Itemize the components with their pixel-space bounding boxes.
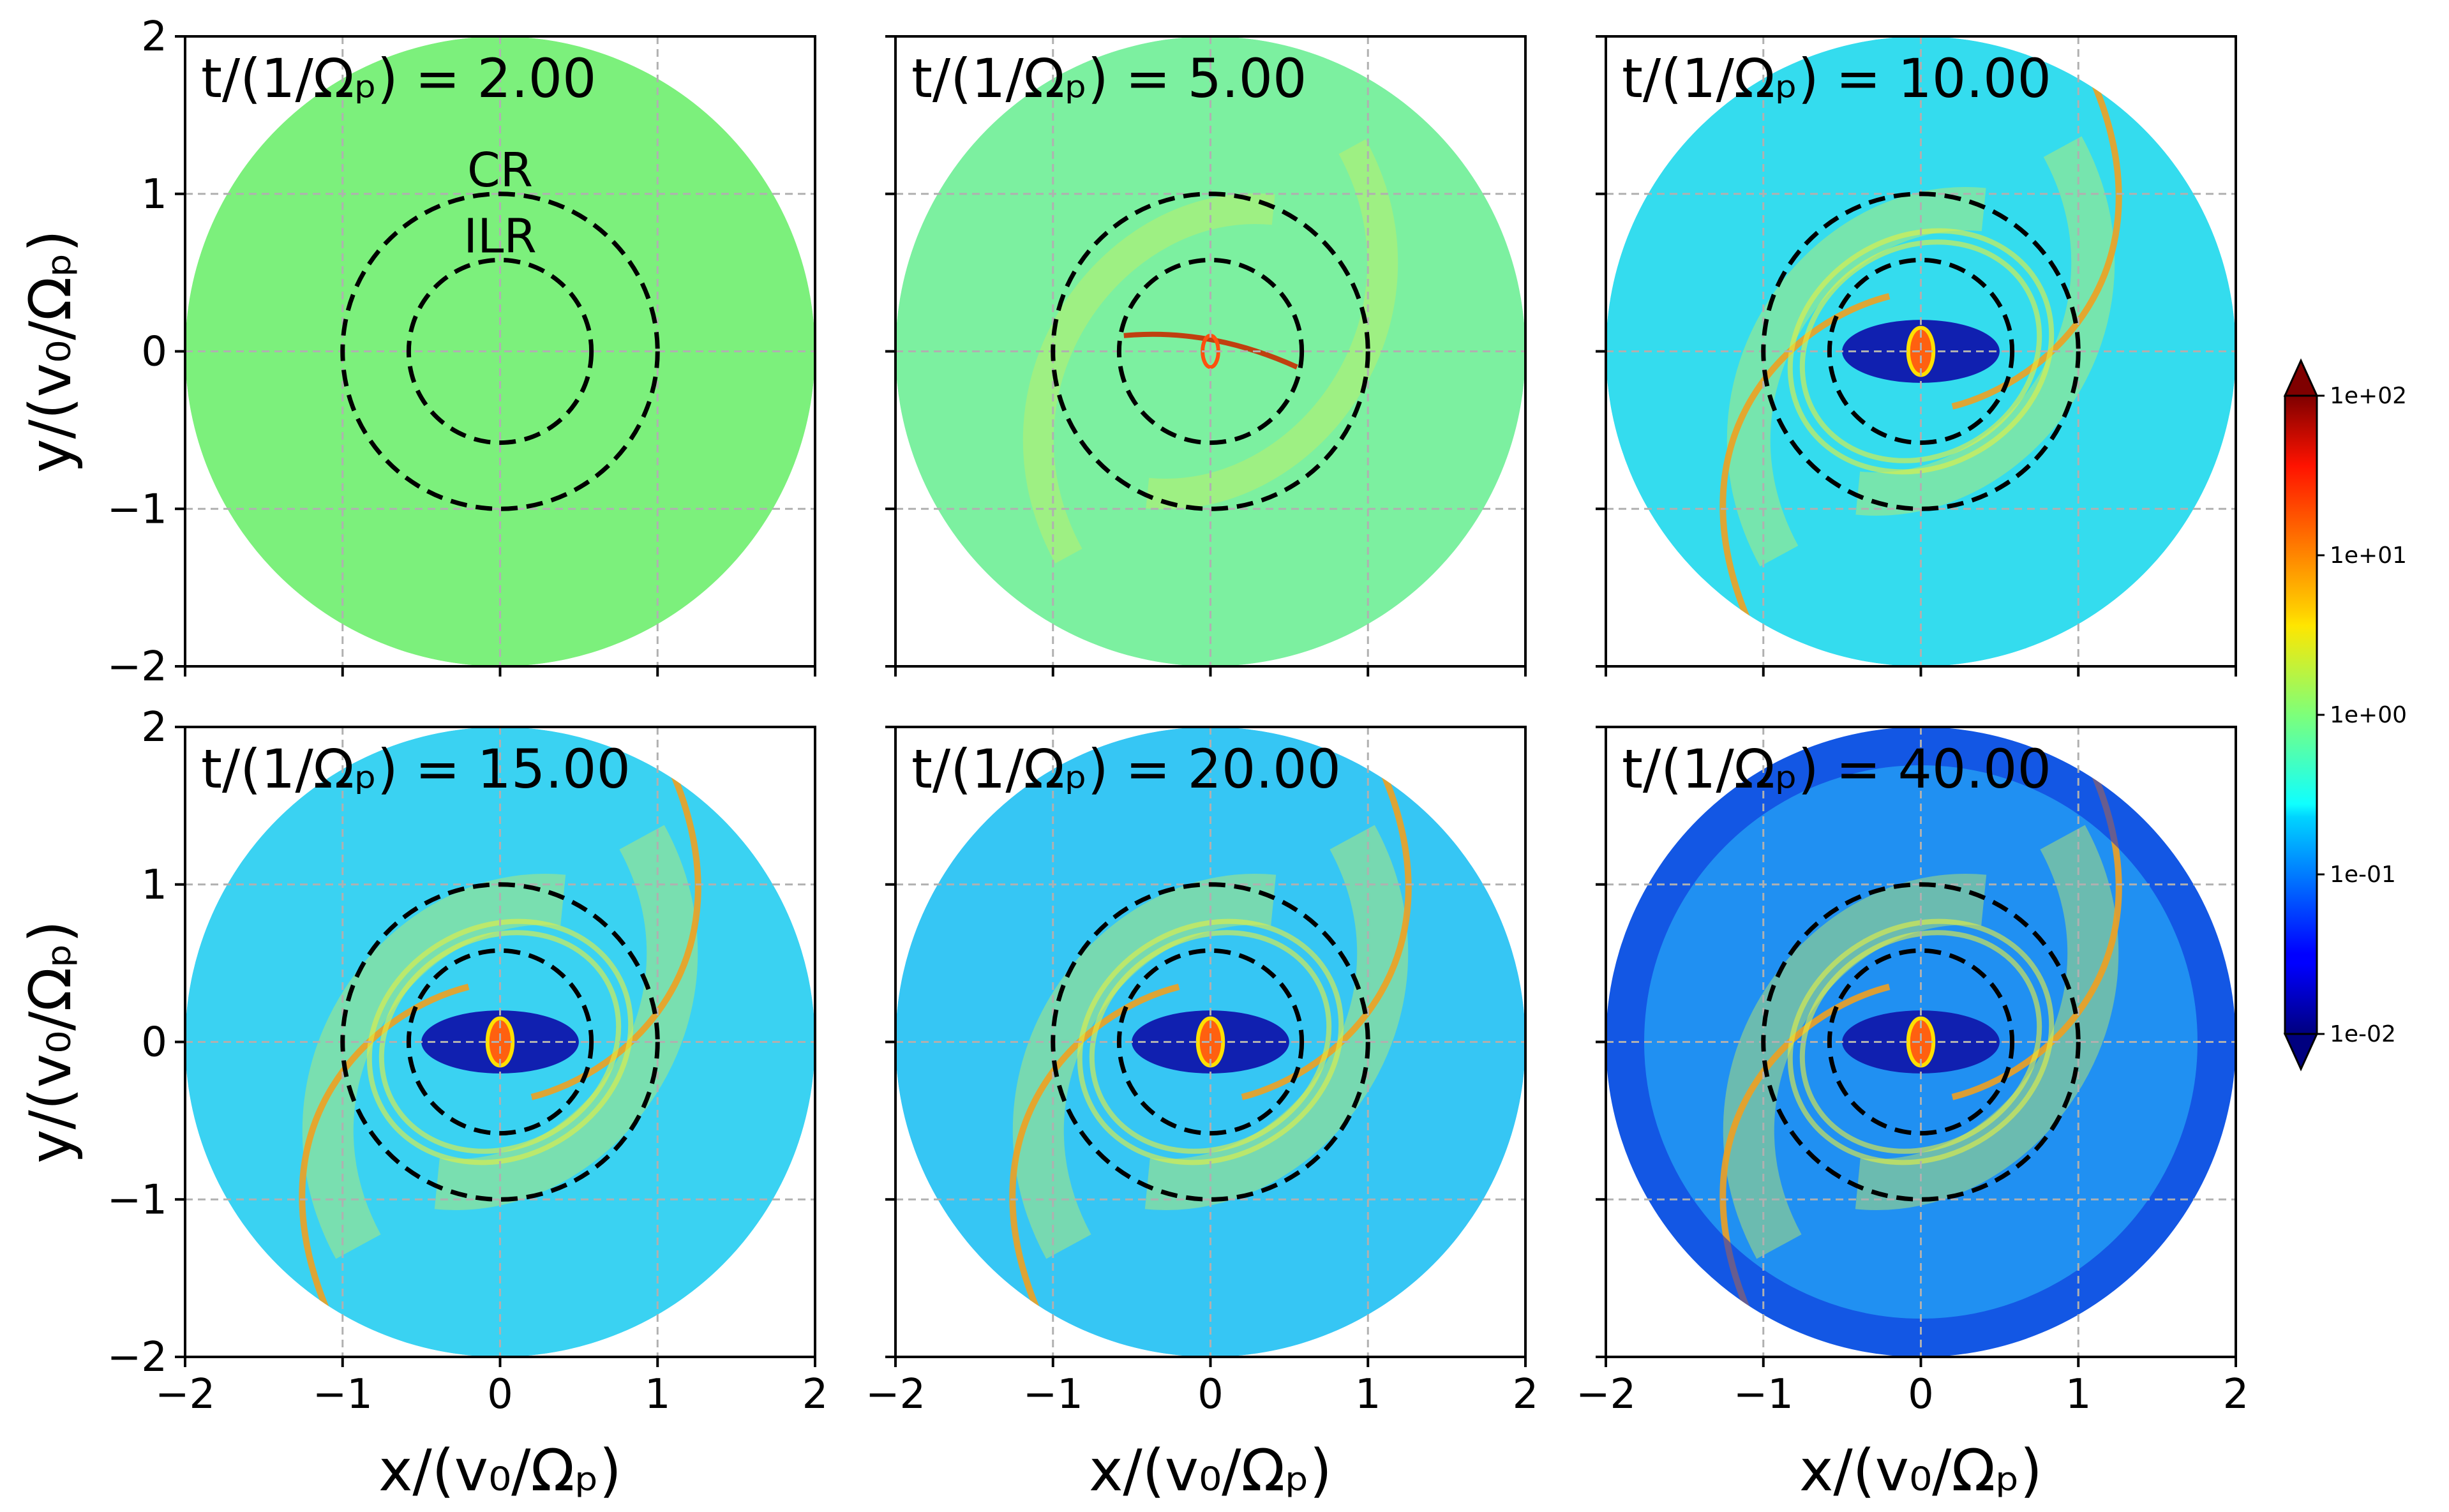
ring-ilr <box>1116 948 1305 1136</box>
colorbar-tick-label: 1e-01 <box>2330 862 2396 888</box>
time-label: t/(1/Ωₚ) = 20.00 <box>911 738 1341 800</box>
ring-feature <box>378 930 622 1154</box>
ring-cr <box>1761 882 2081 1202</box>
y-tick-label: 2 <box>141 13 167 61</box>
spiral-arm <box>302 874 566 1259</box>
colorbar-body <box>2285 396 2317 1034</box>
shock-front <box>1719 293 1891 620</box>
x-tick-label: 1 <box>645 1371 671 1418</box>
bar-shock <box>1123 331 1298 370</box>
ring-feature <box>1787 228 2055 475</box>
ring-ilr <box>406 257 594 445</box>
colorbar-tick-label: 1e-02 <box>2330 1021 2396 1047</box>
ring-feature <box>1799 930 2042 1154</box>
y-tick-label: −1 <box>107 1176 167 1224</box>
spiral-arm <box>1855 136 2115 516</box>
spiral-arm <box>434 825 698 1210</box>
spiral-arm <box>1146 139 1398 509</box>
ring-feature <box>1787 918 2055 1165</box>
x-tick-label: 2 <box>1513 1371 1539 1418</box>
ring-feature <box>1799 239 2042 463</box>
spiral-arm <box>1726 187 1986 567</box>
colorbar-tick-label: 1e+02 <box>2330 383 2407 409</box>
x-tick-label: 0 <box>1908 1371 1934 1418</box>
time-label: t/(1/Ωₚ) = 10.00 <box>1622 47 2051 110</box>
colorbar-tick-label: 1e+00 <box>2330 702 2407 728</box>
ring-label-ilr: ILR <box>463 209 536 264</box>
ring-cr <box>340 882 660 1202</box>
spiral-arm <box>1012 874 1277 1259</box>
shock-front <box>1009 984 1180 1311</box>
x-tick-label: 2 <box>802 1371 828 1418</box>
x-tick-label: −2 <box>155 1371 215 1418</box>
x-tick-label: −2 <box>1576 1371 1636 1418</box>
shock-front <box>1719 984 1891 1311</box>
shock-front <box>299 984 470 1311</box>
spiral-arm <box>1723 874 1987 1259</box>
shock-front <box>1241 773 1412 1100</box>
x-tick-label: −1 <box>1023 1371 1083 1418</box>
panel-6: −2 −1 0 1 2 t/(1/Ωₚ) = 40.00 <box>1576 726 2249 1418</box>
ring-cr <box>1761 191 2081 511</box>
y-tick-label: 0 <box>141 1019 167 1067</box>
spiral-arm <box>1022 193 1275 564</box>
shock-front <box>530 773 701 1100</box>
y-tick-label: −2 <box>107 1334 167 1381</box>
x-tick-label: 0 <box>1197 1371 1224 1418</box>
colorbar: 1e-02 1e-01 1e+00 1e+01 1e+02 <box>2283 358 2407 1072</box>
time-label: t/(1/Ωₚ) = 2.00 <box>201 47 597 110</box>
panel-1: CR ILR −2 −1 0 1 2 t/(1/Ωₚ) = 2.00 <box>107 13 816 691</box>
ring-ilr <box>1116 257 1305 445</box>
y-axis-label: y/(v₀/Ωₚ) <box>17 230 84 473</box>
x-tick-label: 1 <box>2065 1371 2092 1418</box>
panel-3: t/(1/Ωₚ) = 10.00 <box>1596 35 2237 677</box>
x-tick-label: 0 <box>487 1371 513 1418</box>
x-tick-label: 1 <box>1355 1371 1381 1418</box>
time-label: t/(1/Ωₚ) = 5.00 <box>911 47 1307 110</box>
ring-feature <box>366 918 634 1165</box>
x-axis-label: x/(v₀/Ωₚ) <box>378 1437 622 1504</box>
x-tick-label: −1 <box>313 1371 373 1418</box>
ring-ilr <box>406 948 594 1136</box>
spiral-arm <box>1144 825 1409 1210</box>
y-tick-label: 2 <box>141 704 167 751</box>
x-axis-label: x/(v₀/Ωₚ) <box>1089 1437 1332 1504</box>
time-label: t/(1/Ωₚ) = 15.00 <box>201 738 631 800</box>
colorbar-extend-max <box>2283 358 2319 397</box>
x-axis-label: x/(v₀/Ωₚ) <box>1799 1437 2042 1504</box>
y-tick-label: 1 <box>141 171 167 218</box>
shock-front <box>1951 82 2122 410</box>
y-axis-label: y/(v₀/Ωₚ) <box>17 920 84 1164</box>
y-tick-label: −1 <box>107 486 167 533</box>
ring-cr <box>340 191 660 511</box>
time-label: t/(1/Ωₚ) = 40.00 <box>1622 738 2051 800</box>
colorbar-tick-label: 1e+01 <box>2330 543 2407 569</box>
ring-ilr <box>1827 257 2015 445</box>
panel-4: −2 −1 0 1 2 −2 −1 0 1 2 t/(1/Ωₚ) = 15.00 <box>107 704 828 1418</box>
panel-5: −2 −1 0 1 2 t/(1/Ωₚ) = 20.00 <box>865 726 1539 1418</box>
panel-2: t/(1/Ωₚ) = 5.00 <box>885 35 1527 677</box>
y-tick-label: 0 <box>141 329 167 376</box>
colorbar-extend-min <box>2283 1033 2319 1072</box>
x-tick-label: −1 <box>1734 1371 1794 1418</box>
spiral-arm <box>1855 825 2119 1210</box>
y-tick-label: 1 <box>141 862 167 909</box>
x-tick-label: −2 <box>865 1371 925 1418</box>
ring-feature <box>1077 918 1344 1165</box>
y-tick-label: −2 <box>107 643 167 691</box>
ring-feature <box>1089 930 1332 1154</box>
ring-cr <box>1051 191 1370 511</box>
ring-ilr <box>1827 948 2015 1136</box>
ring-cr <box>1051 882 1370 1202</box>
ring-label-cr: CR <box>467 143 533 198</box>
x-tick-label: 2 <box>2223 1371 2249 1418</box>
shock-front <box>1951 773 2122 1100</box>
